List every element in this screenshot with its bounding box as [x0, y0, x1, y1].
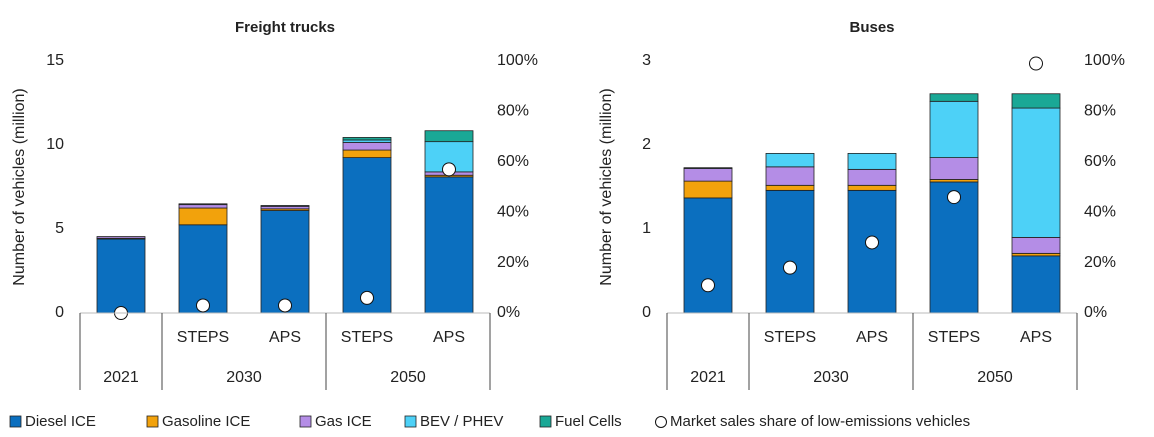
y2-tick-label: 60%: [497, 153, 529, 170]
bar-segment: [178, 203, 228, 206]
share-marker: [783, 260, 797, 275]
bar-segment: [178, 224, 228, 314]
legend-label: Gas ICE: [315, 413, 372, 430]
legend-label: Fuel Cells: [555, 413, 622, 430]
group-label: 2030: [226, 369, 262, 386]
y-tick-label: 10: [46, 136, 64, 153]
y2-tick-label: 80%: [497, 103, 529, 120]
bar-segment: [683, 167, 733, 169]
bar-segment: [847, 152, 897, 170]
legend-marker: [299, 415, 312, 428]
group-label: 2030: [813, 369, 849, 386]
bar-segment: [929, 157, 979, 180]
bar-segment: [1011, 107, 1061, 238]
bar-segment: [765, 189, 815, 314]
bar-segment: [1011, 93, 1061, 109]
bar-segment: [260, 210, 310, 314]
x-tick-label: APS: [269, 329, 301, 346]
legend-label: Market sales share of low-emissions vehi…: [670, 413, 970, 430]
x-tick-label: STEPS: [764, 329, 816, 346]
x-tick-label: STEPS: [928, 329, 980, 346]
y2-tick-label: 20%: [1084, 254, 1116, 271]
y2-tick-label: 0%: [497, 304, 520, 321]
y2-tick-label: 40%: [497, 203, 529, 220]
y2-tick-label: 40%: [1084, 203, 1116, 220]
y-tick-label: 5: [55, 220, 64, 237]
y2-tick-label: 0%: [1084, 304, 1107, 321]
share-marker: [278, 298, 292, 313]
legend-label: Gasoline ICE: [162, 413, 250, 430]
legend-marker: [539, 415, 552, 428]
x-tick-label: STEPS: [341, 329, 393, 346]
y2-tick-label: 20%: [497, 254, 529, 271]
share-marker: [1029, 56, 1043, 71]
bar-segment: [765, 184, 815, 191]
bar-segment: [1011, 255, 1061, 314]
bar-segment: [342, 137, 392, 141]
group-label: 2021: [690, 369, 726, 386]
bar-segment: [683, 180, 733, 199]
share-marker: [360, 290, 374, 305]
bar-segment: [683, 197, 733, 314]
x-tick-label: APS: [856, 329, 888, 346]
bar-segment: [96, 238, 146, 314]
chart-title: Freight trucks: [235, 19, 335, 36]
bar-segment: [683, 168, 733, 182]
bar-segment: [424, 176, 474, 314]
legend-label: BEV / PHEV: [420, 413, 503, 430]
chart-title: Buses: [849, 19, 894, 36]
x-tick-label: APS: [433, 329, 465, 346]
bar-segment: [847, 189, 897, 314]
bar-segment: [342, 149, 392, 158]
share-marker: [865, 235, 879, 250]
legend-marker: [655, 416, 667, 428]
bar-segment: [929, 93, 979, 102]
y-tick-label: 15: [46, 52, 64, 69]
bar-segment: [178, 204, 228, 209]
x-tick-label: STEPS: [177, 329, 229, 346]
y2-tick-label: 80%: [1084, 103, 1116, 120]
legend-label: Diesel ICE: [25, 413, 96, 430]
x-tick-label: APS: [1020, 329, 1052, 346]
share-marker: [196, 298, 210, 313]
y2-tick-label: 60%: [1084, 153, 1116, 170]
legend-marker: [9, 415, 22, 428]
bar-segment: [765, 152, 815, 168]
bar-segment: [178, 207, 228, 226]
group-label: 2050: [390, 369, 426, 386]
group-label: 2050: [977, 369, 1013, 386]
y2-tick-label: 100%: [1084, 52, 1125, 69]
bar-segment: [765, 166, 815, 186]
y-tick-label: 2: [642, 136, 651, 153]
legend-marker: [404, 415, 417, 428]
share-marker: [701, 278, 715, 293]
share-marker: [947, 190, 961, 205]
y-tick-label: 0: [55, 304, 64, 321]
bar-segment: [260, 205, 310, 207]
bar-segment: [847, 184, 897, 191]
share-marker: [442, 162, 456, 177]
y-tick-label: 3: [642, 52, 651, 69]
group-label: 2021: [103, 369, 139, 386]
bar-segment: [424, 130, 474, 143]
y-tick-label: 0: [642, 304, 651, 321]
bar-segment: [847, 168, 897, 186]
y2-tick-label: 100%: [497, 52, 538, 69]
y-axis-label: Number of vehicles (million): [11, 88, 28, 285]
bar-segment: [342, 142, 392, 151]
bar-segment: [342, 157, 392, 314]
bar-segment: [929, 100, 979, 158]
legend-marker: [146, 415, 159, 428]
y-tick-label: 1: [642, 220, 651, 237]
bar-segment: [1011, 236, 1061, 254]
y-axis-label: Number of vehicles (million): [598, 88, 615, 285]
bar-segment: [96, 236, 146, 239]
